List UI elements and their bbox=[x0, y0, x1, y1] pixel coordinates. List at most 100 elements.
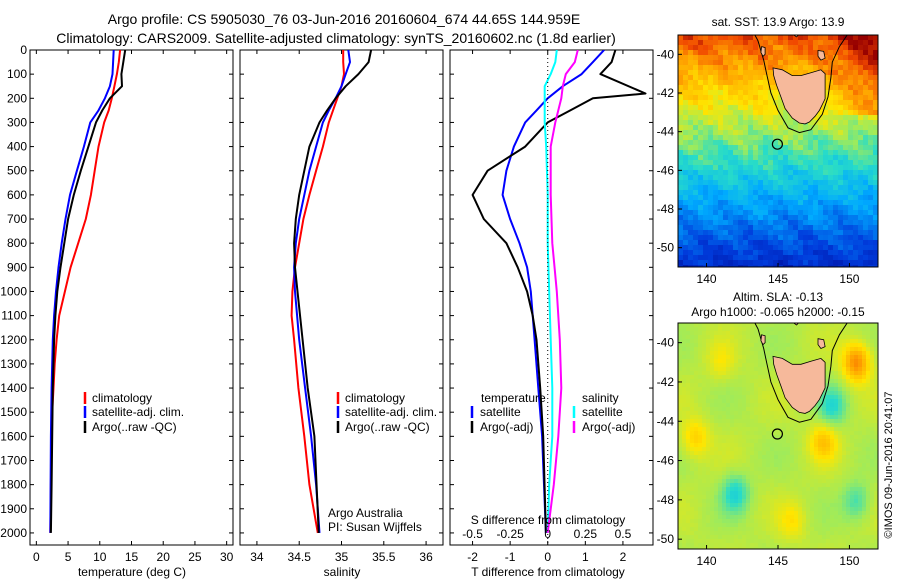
legend-label-satellite: satellite-adj. clim. bbox=[92, 405, 184, 419]
heatmap-cell bbox=[870, 379, 875, 384]
heatmap-cell bbox=[874, 523, 878, 528]
heatmap-cell bbox=[853, 110, 859, 116]
heatmap-cell bbox=[690, 355, 695, 360]
heatmap-cell bbox=[790, 467, 795, 472]
heatmap-cell bbox=[848, 100, 854, 106]
heatmap-cell bbox=[723, 165, 729, 171]
heatmap-cell bbox=[828, 230, 834, 236]
heatmap-cell bbox=[723, 135, 729, 141]
heatmap-cell bbox=[686, 539, 691, 544]
heatmap-cell bbox=[808, 170, 814, 176]
heatmap-cell bbox=[802, 523, 807, 528]
heatmap-cell bbox=[734, 503, 739, 508]
heatmap-cell bbox=[762, 403, 767, 408]
heatmap-cell bbox=[866, 411, 871, 416]
heatmap-cell bbox=[798, 439, 803, 444]
heatmap-cell bbox=[806, 459, 811, 464]
heatmap-cell bbox=[690, 383, 695, 388]
heatmap-cell bbox=[854, 523, 859, 528]
heatmap-cell bbox=[718, 423, 723, 428]
heatmap-cell bbox=[768, 195, 774, 201]
heatmap-cell bbox=[874, 379, 878, 384]
heatmap-cell bbox=[826, 503, 831, 508]
heatmap-cell bbox=[862, 519, 867, 524]
heatmap-cell bbox=[698, 343, 703, 348]
heatmap-cell bbox=[803, 250, 809, 256]
heatmap-cell bbox=[728, 105, 734, 111]
heatmap-cell bbox=[786, 511, 791, 516]
heatmap-cell bbox=[710, 327, 715, 332]
heatmap-cell bbox=[708, 195, 714, 201]
heatmap-cell bbox=[683, 165, 689, 171]
heatmap-cell bbox=[794, 359, 799, 364]
heatmap-cell bbox=[818, 170, 824, 176]
heatmap-cell bbox=[763, 50, 769, 56]
heatmap-cell bbox=[874, 355, 878, 360]
x-tick-label: 0 bbox=[33, 550, 40, 564]
heatmap-cell bbox=[778, 65, 784, 71]
heatmap-cell bbox=[853, 75, 859, 81]
heatmap-cell bbox=[728, 225, 734, 231]
heatmap-cell bbox=[873, 220, 878, 226]
heatmap-cell bbox=[762, 479, 767, 484]
heatmap-cell bbox=[826, 499, 831, 504]
heatmap-cell bbox=[838, 35, 844, 41]
heatmap-cell bbox=[770, 503, 775, 508]
heatmap-cell bbox=[822, 519, 827, 524]
heatmap-cell bbox=[842, 539, 847, 544]
heatmap-cell bbox=[866, 367, 871, 372]
heatmap-cell bbox=[703, 220, 709, 226]
heatmap-cell bbox=[718, 527, 723, 532]
heatmap-cell bbox=[868, 70, 874, 76]
heatmap-cell bbox=[802, 359, 807, 364]
heatmap-cell bbox=[853, 200, 859, 206]
heatmap-cell bbox=[866, 327, 871, 332]
heatmap-cell bbox=[698, 379, 703, 384]
heatmap-cell bbox=[828, 135, 834, 141]
heatmap-cell bbox=[778, 260, 784, 266]
heatmap-cell bbox=[734, 511, 739, 516]
heatmap-cell bbox=[708, 225, 714, 231]
heatmap-cell bbox=[793, 165, 799, 171]
heatmap-cell bbox=[746, 327, 751, 332]
heatmap-cell bbox=[774, 515, 779, 520]
heatmap-cell bbox=[698, 155, 704, 161]
heatmap-cell bbox=[830, 327, 835, 332]
heatmap-cell bbox=[863, 200, 869, 206]
heatmap-cell bbox=[713, 250, 719, 256]
heatmap-cell bbox=[733, 175, 739, 181]
heatmap-cell bbox=[738, 419, 743, 424]
heatmap-cell bbox=[714, 435, 719, 440]
heatmap-cell bbox=[823, 250, 829, 256]
heatmap-cell bbox=[748, 195, 754, 201]
heatmap-cell bbox=[698, 40, 704, 46]
heatmap-cell bbox=[718, 343, 723, 348]
heatmap-cell bbox=[708, 85, 714, 91]
heatmap-cell bbox=[734, 463, 739, 468]
heatmap-cell bbox=[734, 343, 739, 348]
heatmap-cell bbox=[874, 347, 878, 352]
heatmap-cell bbox=[743, 65, 749, 71]
heatmap-cell bbox=[718, 225, 724, 231]
heatmap-cell bbox=[863, 190, 869, 196]
heatmap-cell bbox=[742, 403, 747, 408]
heatmap-cell bbox=[713, 90, 719, 96]
heatmap-cell bbox=[870, 419, 875, 424]
heatmap-cell bbox=[770, 407, 775, 412]
heatmap-cell bbox=[873, 145, 878, 151]
heatmap-cell bbox=[758, 515, 763, 520]
heatmap-cell bbox=[730, 515, 735, 520]
heatmap-cell bbox=[790, 459, 795, 464]
heatmap-cell bbox=[854, 367, 859, 372]
heatmap-cell bbox=[874, 391, 878, 396]
heatmap-cell bbox=[678, 60, 684, 66]
heatmap-cell bbox=[688, 60, 694, 66]
heatmap-cell bbox=[713, 140, 719, 146]
heatmap-cell bbox=[838, 391, 843, 396]
heatmap-cell bbox=[708, 155, 714, 161]
heatmap-cell bbox=[734, 527, 739, 532]
heatmap-cell bbox=[683, 140, 689, 146]
heatmap-cell bbox=[838, 347, 843, 352]
heatmap-cell bbox=[798, 200, 804, 206]
heatmap-cell bbox=[873, 95, 878, 101]
